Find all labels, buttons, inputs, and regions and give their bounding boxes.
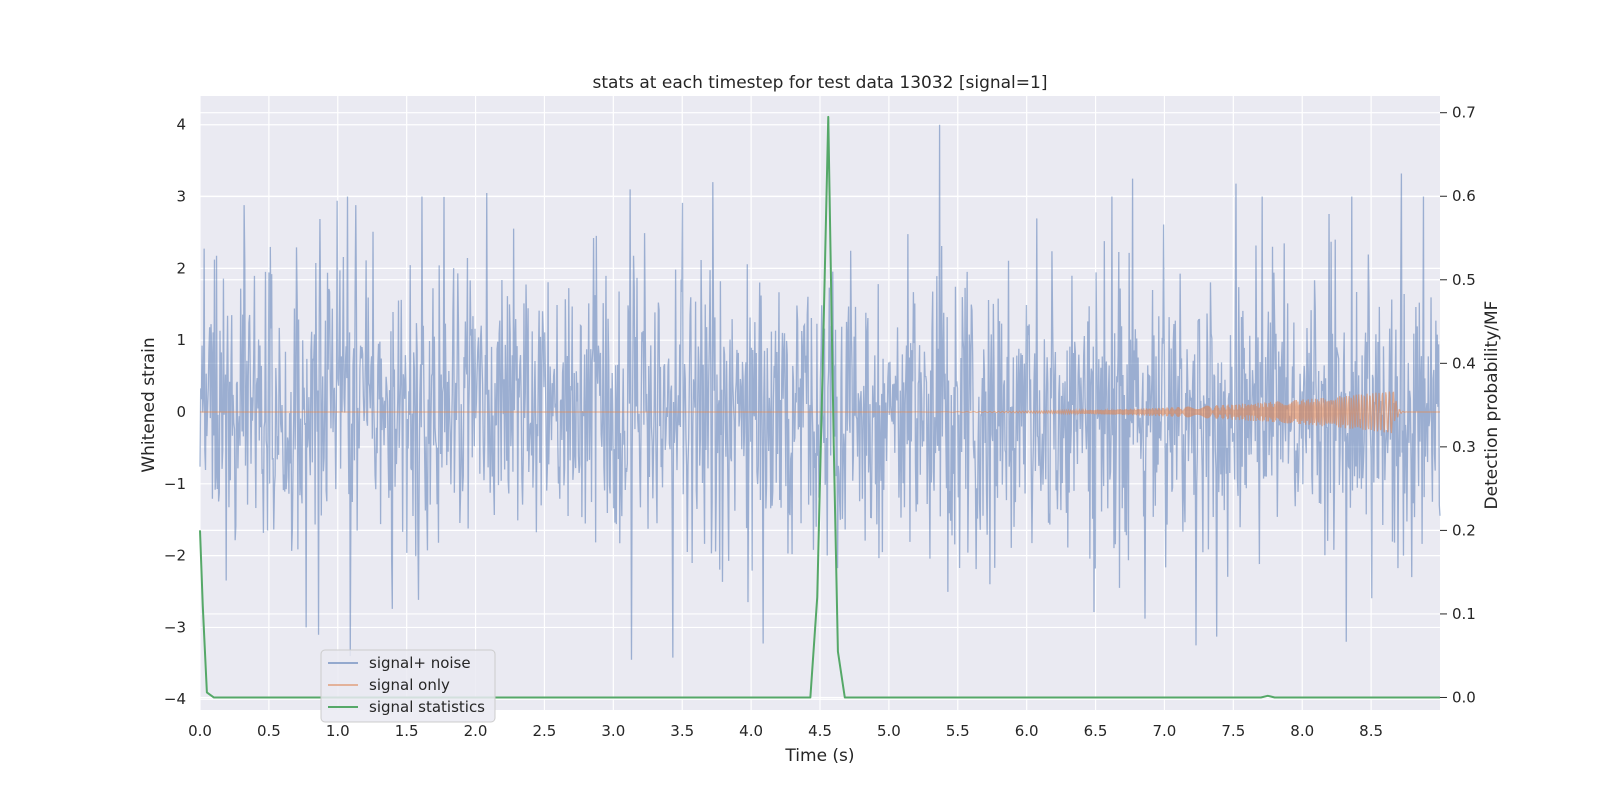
x-tick-label: 7.5 [1221,722,1245,740]
signal-only-line [200,391,1440,434]
y2-axis-ticks: 0.0 0.1 0.2 0.3 0.4 0.5 0.6 0.7 [1440,104,1476,706]
y2-tick-label: 0.1 [1452,605,1476,623]
y2-axis-label: Detection probability/MF [1482,301,1502,510]
y2-tick-label: 0.3 [1452,438,1476,456]
legend-label-signal-only: signal only [369,676,450,694]
x-tick-label: 5.0 [877,722,901,740]
y-axis-label: Whitened strain [139,337,159,472]
y-tick-label: 1 [176,331,186,349]
x-tick-label: 6.0 [1015,722,1039,740]
y-tick-label: 3 [176,188,186,206]
x-tick-label: 2.0 [464,722,488,740]
legend-label-signal-plus-noise: signal+ noise [369,654,471,672]
series-signal-statistics [199,115,1440,699]
series-signal-plus-noise [199,124,1441,660]
y-tick-label: −1 [164,475,186,493]
x-tick-label: 7.0 [1153,722,1177,740]
legend: signal+ noise signal only signal statist… [320,649,496,723]
x-axis-label: Time (s) [784,746,854,766]
signal-statistics-line [199,115,1440,699]
x-axis-ticks: 0.0 0.5 1.0 1.5 2.0 2.5 3.0 3.5 4.0 4.5 5.0 5.5 6.0 6… [188,722,1383,740]
y2-tick-label: 0.2 [1452,521,1476,539]
x-tick-label: 2.5 [533,722,557,740]
x-tick-label: 0.0 [188,722,212,740]
x-tick-label: 1.5 [395,722,419,740]
x-tick-label: 4.5 [808,722,832,740]
x-tick-label: 3.5 [670,722,694,740]
y-axis-ticks: −4 −3 −2 −1 0 1 2 3 4 [164,116,186,709]
x-tick-label: 6.5 [1084,722,1108,740]
x-tick-label: 5.5 [946,722,970,740]
y2-tick-label: 0.7 [1452,104,1476,122]
y-tick-label: 2 [176,259,186,277]
y2-tick-label: 0.0 [1452,688,1476,706]
y-tick-label: 0 [176,403,186,421]
x-tick-label: 3.0 [601,722,625,740]
x-tick-label: 8.0 [1290,722,1314,740]
y-tick-label: 4 [176,116,186,134]
legend-label-signal-statistics: signal statistics [369,698,485,716]
series-signal-only [200,391,1440,434]
y-tick-label: −2 [164,547,186,565]
y2-tick-label: 0.5 [1452,271,1476,289]
noise-line [199,124,1441,660]
y-tick-label: −3 [164,618,186,636]
x-tick-label: 8.5 [1359,722,1383,740]
chart-title: stats at each timestep for test data 130… [593,73,1048,93]
y2-tick-label: 0.6 [1452,187,1476,205]
legend-frame [320,649,496,723]
y2-tick-label: 0.4 [1452,354,1476,372]
y-tick-label: −4 [164,690,186,708]
x-tick-label: 1.0 [326,722,350,740]
x-tick-label: 4.0 [739,722,763,740]
x-tick-label: 0.5 [257,722,281,740]
